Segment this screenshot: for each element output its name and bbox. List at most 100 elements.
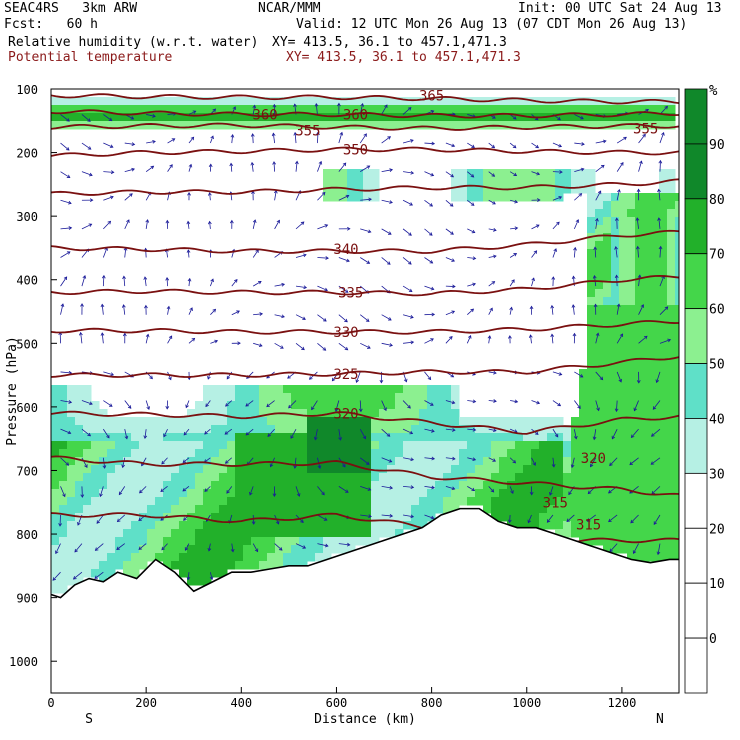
- wind-arrow: [652, 400, 661, 410]
- rh-cell: [651, 209, 660, 218]
- rh-cell: [451, 449, 460, 458]
- rh-cell: [627, 225, 636, 234]
- rh-cell: [235, 465, 244, 474]
- rh-cell: [99, 553, 108, 562]
- wind-arrowhead: [642, 133, 646, 138]
- rh-cell: [299, 457, 308, 466]
- rh-cell: [275, 553, 284, 562]
- rh-cell: [571, 473, 580, 482]
- rh-cell: [211, 553, 220, 562]
- rh-cell: [131, 449, 140, 458]
- rh-cell: [635, 265, 644, 274]
- rh-cell: [587, 369, 596, 378]
- wind-arrow: [231, 310, 240, 316]
- wind-arrowhead: [272, 161, 277, 165]
- rh-cell: [187, 433, 196, 442]
- theta-contour-label: 335: [338, 285, 363, 301]
- wind-arrow: [633, 543, 639, 554]
- rh-cell: [371, 185, 380, 194]
- rh-cell: [331, 497, 340, 506]
- rh-cell: [251, 121, 260, 130]
- wind-arrowhead: [207, 220, 212, 225]
- rh-cell: [315, 457, 324, 466]
- rh-cell: [595, 513, 604, 522]
- rh-cell: [99, 473, 108, 482]
- rh-cell: [139, 537, 148, 546]
- rh-cell: [379, 409, 388, 418]
- rh-cell: [675, 529, 679, 538]
- rh-cell: [307, 409, 316, 418]
- rh-cell: [323, 465, 332, 474]
- wind-arrowhead: [637, 274, 642, 279]
- rh-cell: [131, 113, 140, 122]
- theta-contour: [51, 410, 679, 435]
- rh-cell: [355, 457, 364, 466]
- rh-cell: [419, 497, 428, 506]
- rh-cell: [339, 193, 348, 202]
- wind-arrow: [402, 457, 414, 461]
- rh-cell: [643, 345, 652, 354]
- wind-arrow: [139, 486, 147, 494]
- rh-cell: [107, 97, 116, 106]
- rh-cell: [67, 433, 76, 442]
- wind-arrow: [659, 306, 669, 315]
- wind-arrowhead: [493, 254, 497, 259]
- wind-arrowhead: [492, 115, 496, 119]
- rh-cell: [307, 401, 316, 410]
- rh-cell: [371, 105, 380, 114]
- wind-arrow: [360, 257, 370, 264]
- rh-cell: [51, 537, 60, 546]
- wind-arrow: [230, 163, 233, 172]
- wind-arrowhead: [514, 199, 519, 204]
- wind-arrowhead: [331, 377, 336, 382]
- wind-arrow: [141, 457, 147, 466]
- rh-cell: [515, 113, 524, 122]
- wind-arrow: [509, 428, 518, 433]
- rh-cell: [107, 497, 116, 506]
- wind-arrow: [359, 428, 366, 439]
- rh-cell: [667, 241, 676, 250]
- rh-cell: [395, 521, 404, 530]
- rh-cell: [579, 393, 588, 402]
- wind-arrowhead: [388, 317, 392, 321]
- rh-cell: [155, 497, 164, 506]
- rh-cell: [267, 473, 276, 482]
- rh-cell: [59, 481, 68, 490]
- wind-arrowhead: [493, 370, 497, 375]
- wind-arrow: [552, 142, 562, 147]
- rh-cell: [635, 481, 644, 490]
- rh-cell: [75, 401, 84, 410]
- rh-cell: [539, 97, 548, 106]
- rh-cell: [475, 481, 484, 490]
- rh-cell: [99, 449, 108, 458]
- wind-arrow: [616, 275, 618, 287]
- wind-arrow: [273, 161, 276, 172]
- rh-cell: [571, 529, 580, 538]
- rh-cell: [227, 537, 236, 546]
- wind-arrowhead: [192, 110, 197, 114]
- rh-cell: [411, 409, 420, 418]
- rh-cell: [587, 121, 596, 130]
- rh-cell: [451, 441, 460, 450]
- rh-cell: [651, 105, 660, 114]
- wind-arrowhead: [430, 338, 434, 342]
- rh-cell: [627, 217, 636, 226]
- rh-cell: [651, 537, 660, 546]
- rh-cell: [587, 273, 596, 282]
- wind-arrow: [574, 142, 585, 145]
- wind-arrowhead: [145, 333, 150, 338]
- wind-arrow: [403, 341, 414, 344]
- rh-cell: [131, 497, 140, 506]
- wind-arrow: [81, 142, 92, 150]
- rh-cell: [347, 505, 356, 514]
- wind-arrow: [638, 160, 642, 172]
- rh-cell: [531, 489, 540, 498]
- rh-cell: [675, 449, 679, 458]
- wind-arrowhead: [407, 405, 411, 409]
- rh-cell: [299, 545, 308, 554]
- wind-arrowhead: [245, 431, 250, 436]
- rh-cell: [627, 281, 636, 290]
- rh-cell: [347, 97, 356, 106]
- rh-cell: [475, 433, 484, 442]
- rh-cell: [131, 505, 140, 514]
